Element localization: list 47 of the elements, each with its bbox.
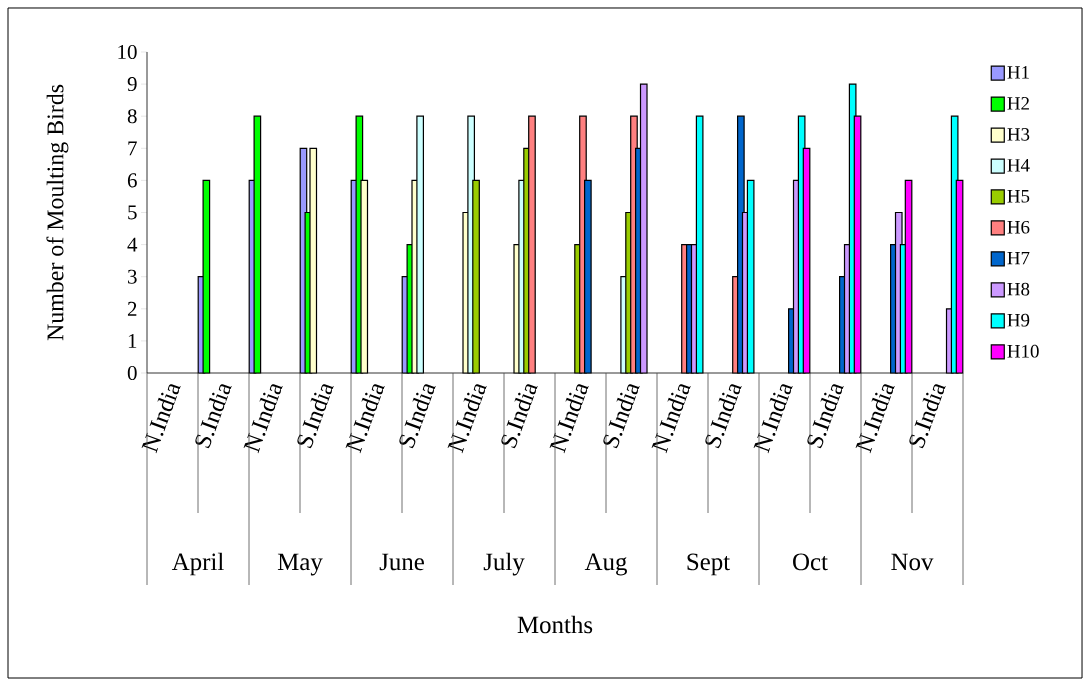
x-tick-label: S.India xyxy=(195,384,232,449)
text: July xyxy=(483,552,525,576)
y-tick-label: 6 xyxy=(127,173,137,188)
y-tick-label: 2 xyxy=(127,301,137,316)
x-tick-label: N.India xyxy=(141,384,181,454)
y-tick-label: 8 xyxy=(127,109,137,124)
x-tick-label: N.India xyxy=(855,384,895,454)
y-tick-label: 9 xyxy=(127,77,137,92)
text: June xyxy=(379,553,424,571)
legend-label: H8 xyxy=(1007,282,1030,296)
x-tick-label: S.India xyxy=(603,384,640,449)
legend-label: H4 xyxy=(1007,159,1030,172)
y-tick-label: 7 xyxy=(128,141,137,156)
text: Sept xyxy=(687,553,731,576)
y-axis-title: Number of Moulting Birds xyxy=(46,84,69,341)
y-tick-label: 4 xyxy=(127,237,138,252)
y-tick-label: 10 xyxy=(118,44,137,60)
x-tick-label: S.India xyxy=(909,384,946,449)
legend-label: H5 xyxy=(1007,190,1030,203)
legend-label: H3 xyxy=(1007,128,1030,141)
x-tick-label: N.India xyxy=(753,384,793,454)
text: Months xyxy=(517,615,593,634)
legend-label: H10 xyxy=(1007,344,1039,358)
x-tick-label: S.India xyxy=(297,384,334,449)
x-tick-label: S.India xyxy=(501,384,538,449)
y-tick-label: 5 xyxy=(128,205,137,220)
legend-label: H9 xyxy=(1007,313,1030,327)
x-tick-label: N.India xyxy=(549,384,589,454)
text: Aug xyxy=(584,553,627,576)
x-tick-label: S.India xyxy=(807,384,844,449)
text: April xyxy=(171,552,224,576)
legend-label: H6 xyxy=(1007,220,1030,234)
x-tick-label: N.India xyxy=(447,384,487,454)
x-tick-label: N.India xyxy=(651,384,691,454)
x-tick-label: S.India xyxy=(399,384,436,449)
y-tick-label: 3 xyxy=(128,269,137,284)
x-tick-label: N.India xyxy=(243,384,283,454)
y-tick-label: 1 xyxy=(128,333,137,348)
x-tick-label: N.India xyxy=(345,384,385,454)
legend-label: H2 xyxy=(1007,97,1029,110)
legend-label: H1 xyxy=(1007,66,1029,79)
text: May xyxy=(277,553,323,576)
text: Oct xyxy=(793,553,828,571)
y-tick-label: 0 xyxy=(127,365,137,381)
legend-label: H7 xyxy=(1007,251,1030,265)
text: Nov xyxy=(891,553,934,571)
x-tick-label: S.India xyxy=(705,384,742,449)
